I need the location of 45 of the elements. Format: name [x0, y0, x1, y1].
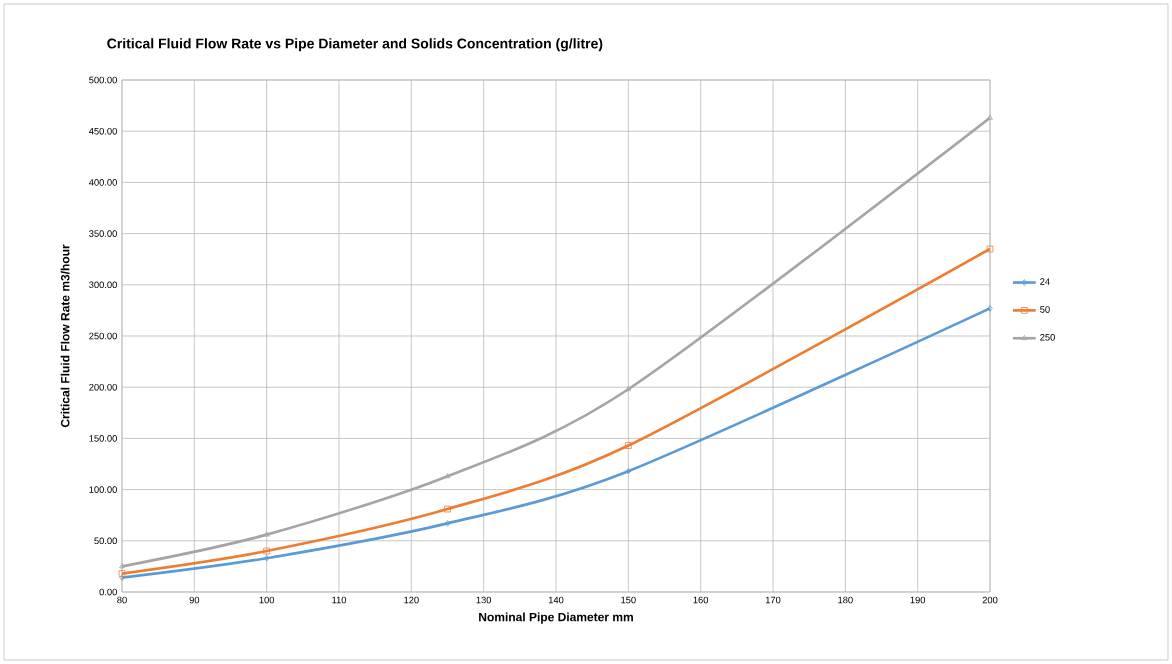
x-tick-label: 90	[189, 596, 200, 604]
point	[118, 570, 126, 577]
x-tick-label: 130	[476, 596, 492, 604]
y-tick-label: 50.00	[94, 537, 117, 545]
y-tick-label: 450.00	[88, 127, 117, 135]
x-tick-label: 120	[404, 596, 419, 604]
y-axis-title: Critical Fluid Flow Rate m3/hour	[60, 244, 70, 428]
x-axis-title: Nominal Pipe Diameter mm	[479, 612, 633, 624]
point	[119, 563, 125, 569]
y-tick-label: 0.00	[99, 588, 117, 596]
y-tick-label: 500.00	[89, 76, 117, 84]
legend-label: 250	[1040, 334, 1055, 341]
legend-label: 24	[1040, 278, 1050, 285]
point	[444, 505, 451, 513]
x-tick-label: 140	[548, 596, 564, 604]
y-tick-label: 100.00	[89, 486, 117, 493]
chart-title: Critical Fluid Flow Rate vs Pipe Diameter and Solids Concentration (g/litre)	[107, 38, 603, 52]
y-tick-label: 250.00	[89, 332, 117, 340]
x-tick-label: 180	[838, 596, 853, 604]
point	[625, 385, 632, 392]
x-tick-label: 200	[982, 596, 998, 604]
y-tick-label: 350.00	[89, 230, 117, 237]
y-tick-label: 400.00	[88, 179, 117, 186]
point	[986, 245, 994, 253]
legend-label: 50	[1040, 306, 1050, 313]
x-tick-label: 190	[910, 596, 926, 604]
point	[444, 520, 451, 527]
point	[263, 547, 271, 555]
y-tick-label: 150.00	[89, 435, 117, 442]
x-tick-label: 100	[259, 596, 275, 604]
point	[119, 574, 125, 581]
y-tick-label: 200.00	[89, 383, 117, 391]
x-tick-label: 160	[693, 596, 709, 604]
point	[625, 442, 632, 449]
point	[987, 114, 993, 120]
x-tick-label: 150	[621, 596, 636, 604]
x-tick-label: 80	[117, 596, 127, 604]
x-tick-label: 170	[765, 596, 781, 604]
point	[263, 531, 270, 537]
point	[625, 467, 631, 475]
point	[264, 554, 270, 562]
point	[987, 305, 993, 312]
point	[444, 472, 451, 479]
y-tick-label: 300.00	[89, 281, 117, 289]
x-tick-label: 110	[332, 596, 347, 604]
